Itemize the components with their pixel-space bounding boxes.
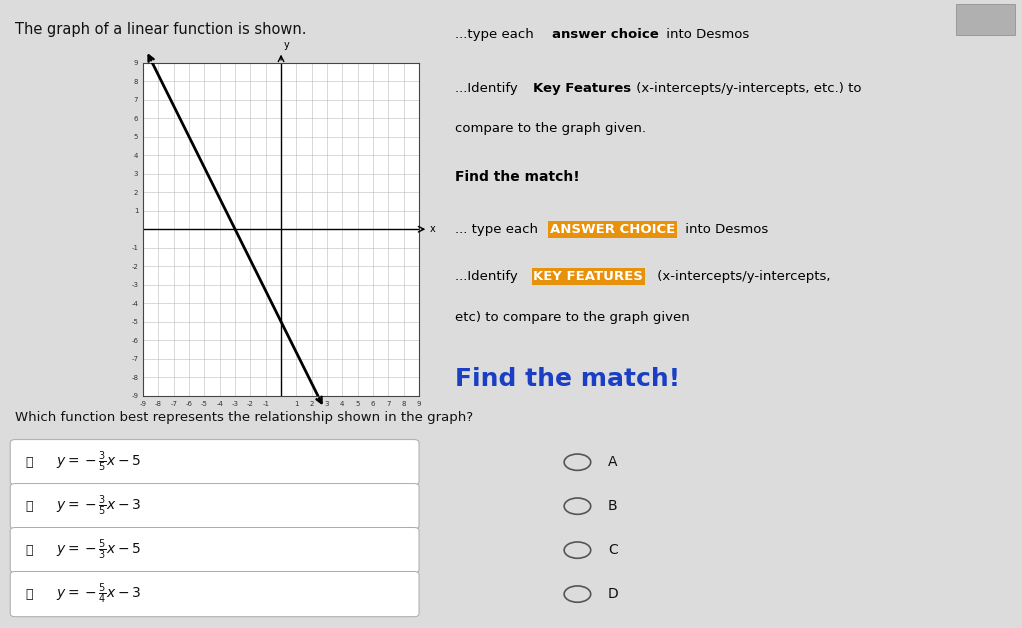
- Text: D: D: [608, 587, 619, 601]
- Text: (x-intercepts/y-intercepts,: (x-intercepts/y-intercepts,: [653, 270, 831, 283]
- Text: (x-intercepts/y-intercepts, etc.) to: (x-intercepts/y-intercepts, etc.) to: [632, 82, 862, 95]
- Text: y: y: [283, 40, 289, 50]
- Text: ... type each: ... type each: [455, 223, 542, 236]
- Text: compare to the graph given.: compare to the graph given.: [455, 122, 646, 136]
- Text: Which function best represents the relationship shown in the graph?: Which function best represents the relat…: [15, 411, 473, 425]
- Text: $y = -\frac{3}{5}x - 3$: $y = -\frac{3}{5}x - 3$: [56, 494, 142, 518]
- Text: $y = -\frac{5}{4}x - 3$: $y = -\frac{5}{4}x - 3$: [56, 582, 142, 606]
- Text: answer choice: answer choice: [552, 28, 658, 41]
- Text: $y = -\frac{3}{5}x - 5$: $y = -\frac{3}{5}x - 5$: [56, 450, 142, 474]
- Text: Find the match!: Find the match!: [455, 170, 579, 183]
- Text: A: A: [608, 455, 617, 469]
- Text: ...type each: ...type each: [455, 28, 538, 41]
- Text: etc) to compare to the graph given: etc) to compare to the graph given: [455, 311, 690, 324]
- Text: The graph of a linear function is shown.: The graph of a linear function is shown.: [15, 22, 307, 37]
- Text: B: B: [608, 499, 617, 513]
- Text: Find the match!: Find the match!: [455, 367, 680, 391]
- Text: ANSWER CHOICE: ANSWER CHOICE: [550, 223, 676, 236]
- Text: Ⓒ: Ⓒ: [26, 544, 33, 556]
- Text: $y = -\frac{5}{3}x - 5$: $y = -\frac{5}{3}x - 5$: [56, 538, 142, 562]
- Text: Ⓐ: Ⓐ: [26, 456, 33, 468]
- Text: x: x: [430, 224, 435, 234]
- Text: into Desmos: into Desmos: [681, 223, 768, 236]
- Text: C: C: [608, 543, 618, 557]
- Text: Ⓑ: Ⓑ: [26, 500, 33, 512]
- Text: Ⓓ: Ⓓ: [26, 588, 33, 600]
- Text: Key Features: Key Features: [533, 82, 632, 95]
- Text: into Desmos: into Desmos: [662, 28, 749, 41]
- Text: ...Identify: ...Identify: [455, 270, 522, 283]
- Text: ...Identify: ...Identify: [455, 82, 522, 95]
- Text: KEY FEATURES: KEY FEATURES: [533, 270, 644, 283]
